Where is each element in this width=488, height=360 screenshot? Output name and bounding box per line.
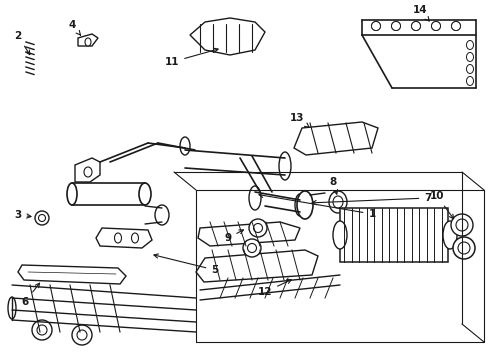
Text: 13: 13 <box>289 113 309 127</box>
Ellipse shape <box>391 22 400 31</box>
Ellipse shape <box>155 205 169 225</box>
Ellipse shape <box>247 243 256 252</box>
Polygon shape <box>190 18 264 55</box>
Polygon shape <box>196 250 317 282</box>
Polygon shape <box>339 208 447 262</box>
Ellipse shape <box>35 211 49 225</box>
Polygon shape <box>198 222 299 246</box>
Polygon shape <box>78 34 98 46</box>
Text: 11: 11 <box>164 48 218 67</box>
Ellipse shape <box>430 22 440 31</box>
Ellipse shape <box>466 53 472 62</box>
Ellipse shape <box>466 64 472 73</box>
Ellipse shape <box>411 22 420 31</box>
Text: 10: 10 <box>429 191 453 219</box>
Ellipse shape <box>37 325 47 335</box>
Ellipse shape <box>294 194 305 216</box>
Text: 1: 1 <box>259 193 375 219</box>
Ellipse shape <box>39 215 45 221</box>
Polygon shape <box>75 158 100 182</box>
Ellipse shape <box>180 137 190 155</box>
Text: 4: 4 <box>68 20 81 35</box>
Ellipse shape <box>243 239 261 257</box>
Ellipse shape <box>371 22 380 31</box>
Ellipse shape <box>296 191 312 219</box>
Ellipse shape <box>32 320 52 340</box>
Ellipse shape <box>450 22 460 31</box>
Ellipse shape <box>8 297 16 319</box>
Text: 2: 2 <box>14 31 30 55</box>
Ellipse shape <box>72 325 92 345</box>
Ellipse shape <box>457 242 469 254</box>
Polygon shape <box>293 122 377 155</box>
Polygon shape <box>96 228 152 248</box>
Ellipse shape <box>279 152 290 180</box>
Ellipse shape <box>248 219 266 237</box>
Text: 14: 14 <box>412 5 428 21</box>
Ellipse shape <box>114 233 121 243</box>
Ellipse shape <box>131 233 138 243</box>
Ellipse shape <box>411 22 420 31</box>
Ellipse shape <box>450 214 472 236</box>
Ellipse shape <box>67 183 77 205</box>
Ellipse shape <box>371 22 380 31</box>
Ellipse shape <box>84 167 92 177</box>
Text: 6: 6 <box>21 283 40 307</box>
Ellipse shape <box>452 237 474 259</box>
Text: 9: 9 <box>224 230 243 243</box>
Ellipse shape <box>466 40 472 49</box>
Ellipse shape <box>139 183 151 205</box>
Ellipse shape <box>77 330 87 340</box>
Ellipse shape <box>332 196 342 208</box>
Ellipse shape <box>430 22 440 31</box>
Ellipse shape <box>332 221 346 249</box>
Ellipse shape <box>253 224 262 233</box>
Text: 5: 5 <box>154 254 218 275</box>
Ellipse shape <box>450 22 460 31</box>
Text: 7: 7 <box>311 193 431 205</box>
Ellipse shape <box>466 77 472 85</box>
Ellipse shape <box>391 22 400 31</box>
Ellipse shape <box>85 38 91 46</box>
Ellipse shape <box>328 191 346 213</box>
Text: 8: 8 <box>329 177 337 194</box>
Text: 3: 3 <box>14 210 31 220</box>
Ellipse shape <box>442 221 456 249</box>
Polygon shape <box>18 265 126 284</box>
Ellipse shape <box>455 219 467 231</box>
Ellipse shape <box>248 186 261 210</box>
Text: 12: 12 <box>257 280 291 297</box>
